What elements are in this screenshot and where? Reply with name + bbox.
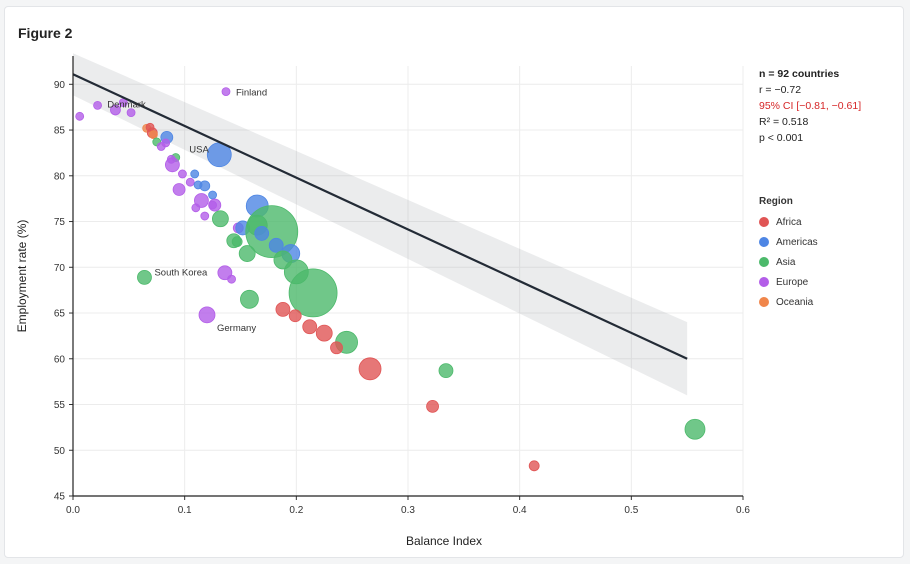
data-points (75, 87, 706, 472)
data-point (330, 341, 343, 355)
legend-swatch (759, 217, 769, 227)
legend-label: Oceania (776, 296, 814, 308)
data-point (172, 183, 186, 196)
data-point (178, 169, 187, 179)
data-point (208, 190, 217, 200)
grid-lines (72, 66, 744, 497)
data-point (245, 205, 299, 258)
x-tick-label: 0.0 (66, 505, 80, 516)
data-point (221, 87, 231, 97)
legend-item-africa[interactable]: Africa (759, 212, 818, 232)
data-point (148, 130, 158, 140)
data-point (93, 100, 102, 110)
y-tick-label: 65 (54, 309, 66, 320)
legend-swatch (759, 277, 769, 287)
figure-card (4, 6, 904, 558)
data-point (275, 301, 291, 317)
point-label: USA (189, 145, 209, 156)
data-point (315, 324, 333, 342)
y-tick-label: 90 (54, 80, 66, 91)
x-tick-label: 0.3 (401, 505, 415, 516)
y-tick-label: 85 (54, 126, 66, 137)
data-point (426, 399, 439, 413)
data-point (238, 245, 256, 262)
y-tick-label: 60 (54, 354, 66, 365)
y-tick-label: 80 (54, 171, 66, 182)
x-axis-title: Balance Index (406, 534, 482, 548)
y-tick-label: 55 (54, 400, 66, 411)
data-point (227, 274, 236, 284)
y-tick-label: 45 (54, 492, 66, 503)
data-point (191, 203, 201, 213)
figure-title: Figure 2 (18, 25, 73, 41)
legend-label: Africa (776, 216, 802, 228)
data-point (438, 363, 454, 379)
data-point (200, 211, 210, 221)
y-axis-title: Employment rate (%) (15, 220, 29, 333)
legend-swatch (759, 297, 769, 307)
stat-r2: R² = 0.518 (759, 116, 809, 128)
point-label: Germany (217, 323, 256, 334)
regression-line-path (72, 73, 688, 360)
legend-label: Americas (776, 236, 818, 248)
data-point (211, 210, 229, 228)
data-point (126, 108, 136, 118)
data-point (254, 226, 270, 241)
legend-swatch (759, 257, 769, 267)
data-point (198, 306, 216, 324)
regression-line (72, 73, 688, 360)
data-point (190, 169, 200, 179)
legend-label: Asia (776, 256, 796, 268)
point-label: Denmark (107, 100, 146, 111)
x-tick-label: 0.6 (736, 505, 750, 516)
data-point (231, 236, 243, 248)
y-tick-label: 50 (54, 446, 66, 457)
point-label: South Korea (154, 267, 208, 278)
stat-p: p < 0.001 (759, 132, 804, 144)
ci-band-shape (73, 53, 688, 396)
data-point (137, 269, 152, 285)
data-point (288, 309, 302, 323)
point-labels: Finland Denmark USA South Korea Germany (107, 88, 267, 334)
legend-item-oceania[interactable]: Oceania (759, 292, 818, 312)
data-point (199, 180, 211, 192)
data-point (240, 289, 259, 309)
data-point (268, 237, 284, 253)
data-point (164, 157, 180, 173)
stat-r: r = −0.72 (759, 84, 802, 96)
data-point (110, 104, 121, 116)
data-point (161, 138, 171, 148)
y-tick-label: 75 (54, 217, 66, 228)
legend-item-americas[interactable]: Americas (759, 232, 818, 252)
stat-ci: 95% CI [−0.81, −0.61] (759, 100, 862, 112)
confidence-band (73, 53, 688, 396)
legend-swatch (759, 237, 769, 247)
legend-item-asia[interactable]: Asia (759, 252, 818, 272)
stats-panel: n = 92 countries r = −0.72 95% CI [−0.81… (759, 66, 861, 146)
legend-item-europe[interactable]: Europe (759, 272, 818, 292)
data-point (358, 357, 382, 381)
data-point (185, 177, 195, 187)
data-point (302, 319, 318, 335)
y-tick-label: 70 (54, 263, 66, 274)
legend-label: Europe (776, 276, 809, 288)
point-label: Finland (236, 88, 267, 99)
stat-n: n = 92 countries (759, 68, 840, 80)
data-point (528, 460, 540, 472)
data-point (208, 198, 222, 212)
x-tick-label: 0.4 (513, 505, 527, 516)
x-tick-label: 0.5 (624, 505, 638, 516)
axes: 45 50 55 60 65 70 75 80 85 90 0.0 0.1 0.2 0.3 0.4 0.5 0.… (15, 56, 750, 548)
data-point (288, 268, 338, 318)
x-tick-label: 0.1 (178, 505, 192, 516)
legend-title: Region (759, 196, 793, 207)
data-point (684, 418, 706, 440)
data-point (75, 111, 85, 121)
legend: Region Africa Americas Asia Europe Ocean… (759, 196, 818, 312)
x-tick-label: 0.2 (289, 505, 303, 516)
